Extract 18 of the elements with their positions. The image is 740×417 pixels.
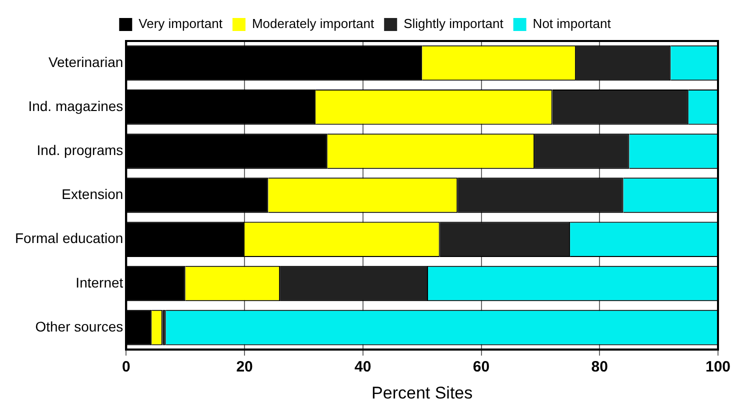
x-tick-label: 0: [122, 358, 130, 376]
x-tick-label: 100: [705, 358, 731, 376]
legend-label: Moderately important: [252, 16, 374, 32]
y-tick-label: Extension: [62, 186, 124, 202]
x-tick-label: 20: [236, 358, 253, 376]
legend-label: Slightly important: [404, 16, 504, 32]
x-axis-title: Percent Sites: [372, 383, 473, 402]
y-tick-label: Veterinarian: [48, 54, 124, 70]
y-tick-label: Other sources: [35, 318, 124, 334]
x-tick-label: 40: [354, 358, 372, 376]
legend-label: Very important: [138, 16, 223, 32]
y-tick-label: Ind. magazines: [28, 98, 124, 114]
y-tick-label: Internet: [76, 274, 124, 290]
x-tick-label: 80: [591, 358, 608, 376]
y-tick-label: Ind. programs: [36, 142, 124, 158]
legend-label: Not important: [532, 16, 612, 32]
y-tick-label: Formal education: [14, 230, 124, 246]
x-tick-label: 60: [472, 358, 490, 376]
